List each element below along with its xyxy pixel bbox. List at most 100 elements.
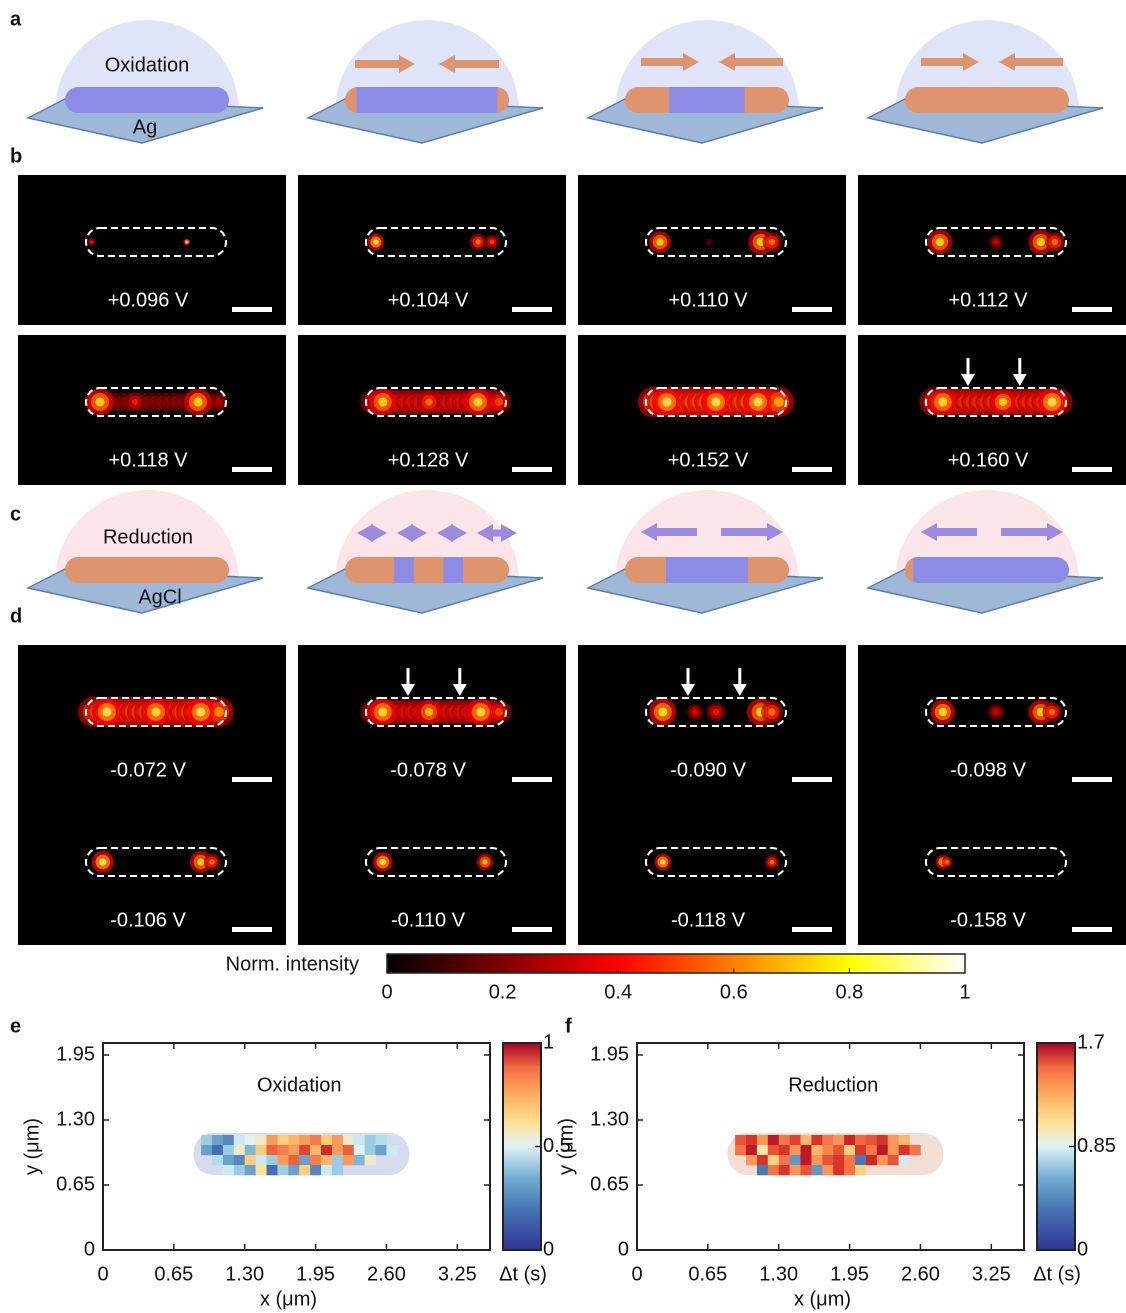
heat-cell: [277, 1165, 288, 1175]
emission-spot: [193, 397, 202, 406]
heat-cell: [768, 1145, 779, 1155]
emission-spot: [692, 709, 697, 714]
heat-cell: [343, 1155, 354, 1165]
colorbar-tick-label: 0.8: [835, 981, 863, 1003]
emission-spot: [214, 707, 224, 717]
heat-cell: [877, 1155, 888, 1165]
emission-spot: [658, 707, 667, 716]
heat-cell: [321, 1155, 332, 1165]
colorbar-tick-label: 0: [381, 981, 392, 1003]
emission-spot: [490, 240, 495, 245]
scale-bar: [232, 467, 272, 472]
heat-cell: [288, 1165, 299, 1175]
heat-cell: [822, 1155, 833, 1165]
heat-cell: [910, 1145, 921, 1155]
x-tick-label: 1.95: [830, 1263, 869, 1285]
y-tick-label: 1.30: [56, 1108, 95, 1130]
emission-spot: [939, 708, 947, 716]
heat-cell: [779, 1145, 790, 1155]
colorbar-label: Δt (s): [1033, 1263, 1081, 1285]
voltage-label: -0.118 V: [671, 909, 746, 931]
heat-cell: [866, 1155, 877, 1165]
colorbar-tick-label: 0.2: [489, 981, 517, 1003]
heat-cell: [790, 1155, 801, 1165]
heat-cell: [212, 1135, 223, 1145]
heat-cell: [321, 1165, 332, 1175]
scale-bar: [792, 777, 832, 782]
heat-cell: [899, 1145, 910, 1155]
heat-cell: [332, 1165, 343, 1175]
heat-cell: [386, 1145, 397, 1155]
x-tick-label: 3.25: [972, 1263, 1011, 1285]
heat-cell: [888, 1135, 899, 1145]
colorbar-tick-label: 0.4: [604, 981, 632, 1003]
voltage-label: +0.128 V: [388, 449, 469, 471]
heat-cell: [822, 1135, 833, 1145]
heat-cell: [354, 1155, 365, 1165]
emission-spot: [660, 859, 665, 864]
voltage-label: +0.104 V: [388, 289, 469, 311]
emission-spot: [713, 709, 719, 715]
emission-spot: [425, 708, 433, 716]
heat-cell: [899, 1155, 910, 1165]
emission-spot: [495, 708, 503, 716]
scale-bar: [232, 777, 272, 782]
emission-spot: [770, 860, 775, 865]
emission-spot: [769, 239, 775, 245]
heat-cell: [299, 1135, 310, 1145]
heat-cell: [768, 1165, 779, 1175]
emission-spot: [186, 241, 188, 243]
scale-bar: [1072, 307, 1112, 312]
schematic-label: Reduction: [103, 526, 193, 548]
heat-cell: [343, 1135, 354, 1145]
heat-cell: [735, 1135, 746, 1145]
heat-cell: [801, 1165, 812, 1175]
colorbar-tick-label: 0: [1077, 1238, 1088, 1260]
y-tick-label: 1.95: [56, 1043, 95, 1065]
heat-cell: [757, 1165, 768, 1175]
rod: [625, 87, 789, 113]
colorbar-tick-label: 0.6: [720, 981, 748, 1003]
heat-cell: [811, 1145, 822, 1155]
heat-cell: [790, 1165, 801, 1175]
emission-spot: [99, 858, 106, 865]
heat-cell: [234, 1145, 245, 1155]
y-tick-label: 0: [618, 1238, 629, 1260]
panel-letter: a: [10, 8, 22, 30]
heat-cell: [299, 1145, 310, 1155]
emission-spot: [1049, 709, 1055, 715]
heat-cell: [288, 1135, 299, 1145]
heat-cell: [245, 1155, 256, 1165]
heat-cell: [866, 1135, 877, 1145]
heat-cell: [267, 1145, 278, 1155]
heat-cell: [234, 1135, 245, 1145]
emission-spot: [90, 241, 93, 244]
emission-spot: [373, 239, 378, 244]
heat-cell: [245, 1165, 256, 1175]
plot-title: Reduction: [788, 1074, 878, 1096]
heat-cell: [245, 1145, 256, 1155]
panel-letter: b: [10, 145, 22, 167]
colorbar-label: Norm. intensity: [226, 953, 359, 975]
emission-spot: [151, 707, 160, 716]
emission-spot: [216, 399, 222, 405]
x-tick-label: 0: [97, 1263, 108, 1285]
scale-bar: [1072, 467, 1112, 472]
heat-cell: [779, 1135, 790, 1145]
heat-cell: [757, 1155, 768, 1165]
y-tick-label: 0.65: [56, 1173, 95, 1195]
heat-cell: [321, 1145, 332, 1155]
emission-spot: [774, 397, 784, 407]
rod: [345, 557, 509, 583]
heat-cell: [768, 1155, 779, 1165]
emission-spot: [476, 707, 485, 716]
rod-segment: [666, 557, 748, 583]
rod-segment: [345, 87, 509, 113]
rod: [625, 557, 789, 583]
emission-spot: [378, 707, 387, 716]
emission-spot: [380, 859, 386, 865]
heat-cell: [855, 1145, 866, 1155]
emission-spot: [473, 397, 482, 406]
heat-cell: [855, 1165, 866, 1175]
x-tick-label: 1.30: [759, 1263, 798, 1285]
